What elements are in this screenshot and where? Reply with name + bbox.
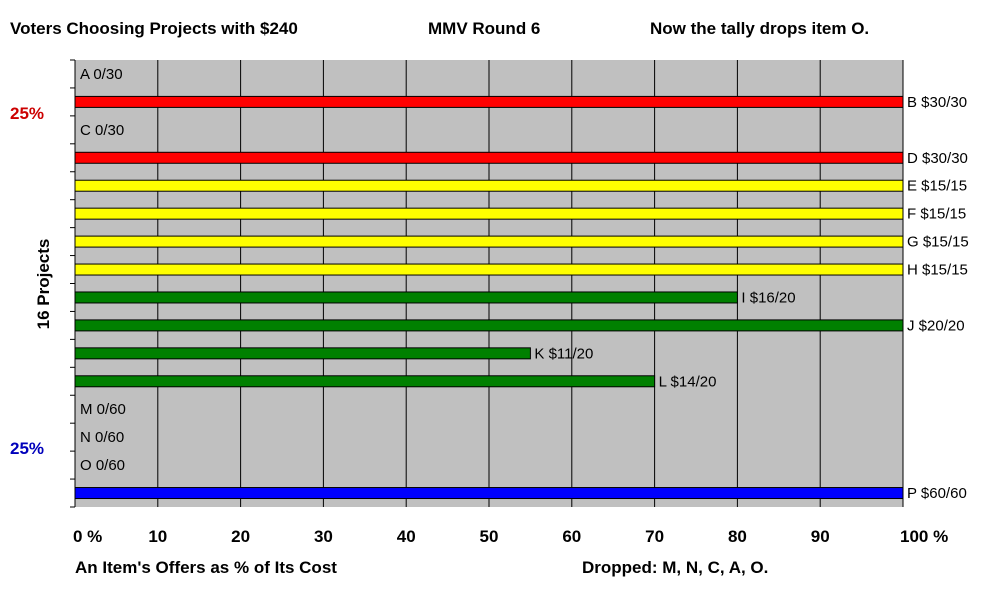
x-tick-label: 20 xyxy=(231,527,250,546)
x-tick-label: 50 xyxy=(480,527,499,546)
bar-j xyxy=(74,319,904,332)
bar-label-c: C 0/30 xyxy=(80,122,124,139)
bar-label-m: M 0/60 xyxy=(80,401,126,418)
bar-p xyxy=(74,487,904,500)
x-tick-label: 90 xyxy=(811,527,830,546)
x-tick-label: 0 % xyxy=(73,527,102,546)
x-tick-label: 10 xyxy=(148,527,167,546)
chart-title: Voters Choosing Projects with $240 xyxy=(10,19,298,38)
bar-label-o: O 0/60 xyxy=(80,457,125,474)
x-tick-label: 40 xyxy=(397,527,416,546)
bar-e xyxy=(74,179,904,192)
x-tick-label: 100 % xyxy=(900,527,948,546)
bar-label-a: A 0/30 xyxy=(80,66,123,83)
x-axis-label: An Item's Offers as % of Its Cost xyxy=(75,558,337,577)
bar-k xyxy=(74,347,531,360)
round-label: MMV Round 6 xyxy=(428,19,541,38)
bar-g xyxy=(74,235,904,248)
bar-label-n: N 0/60 xyxy=(80,429,124,446)
x-tick-label: 30 xyxy=(314,527,333,546)
bar-label-l: L $14/20 xyxy=(659,373,717,390)
dropped-items-note: Dropped: M, N, C, A, O. xyxy=(582,558,769,577)
bar-label-j: J $20/20 xyxy=(907,317,965,334)
bar-label-f: F $15/15 xyxy=(907,206,966,223)
status-note: Now the tally drops item O. xyxy=(650,19,870,38)
x-tick-label: 70 xyxy=(645,527,664,546)
bar-label-e: E $15/15 xyxy=(907,178,967,195)
bar-f xyxy=(74,207,904,220)
bar-i xyxy=(74,291,738,304)
bar-label-d: D $30/30 xyxy=(907,150,968,167)
bar-label-i: I $16/20 xyxy=(741,289,795,306)
bar-b xyxy=(74,95,904,108)
bar-d xyxy=(74,151,904,164)
bar-l xyxy=(74,375,656,388)
bar-label-h: H $15/15 xyxy=(907,262,968,279)
bar-label-p: P $60/60 xyxy=(907,485,967,502)
x-tick-label: 60 xyxy=(562,527,581,546)
bottom-percent-label: 25% xyxy=(10,439,45,458)
bar-label-b: B $30/30 xyxy=(907,94,967,111)
top-percent-label: 25% xyxy=(10,104,45,123)
x-tick-label: 80 xyxy=(728,527,747,546)
bar-h xyxy=(74,263,904,276)
bar-label-k: K $11/20 xyxy=(534,345,593,362)
bar-label-g: G $15/15 xyxy=(907,234,969,251)
